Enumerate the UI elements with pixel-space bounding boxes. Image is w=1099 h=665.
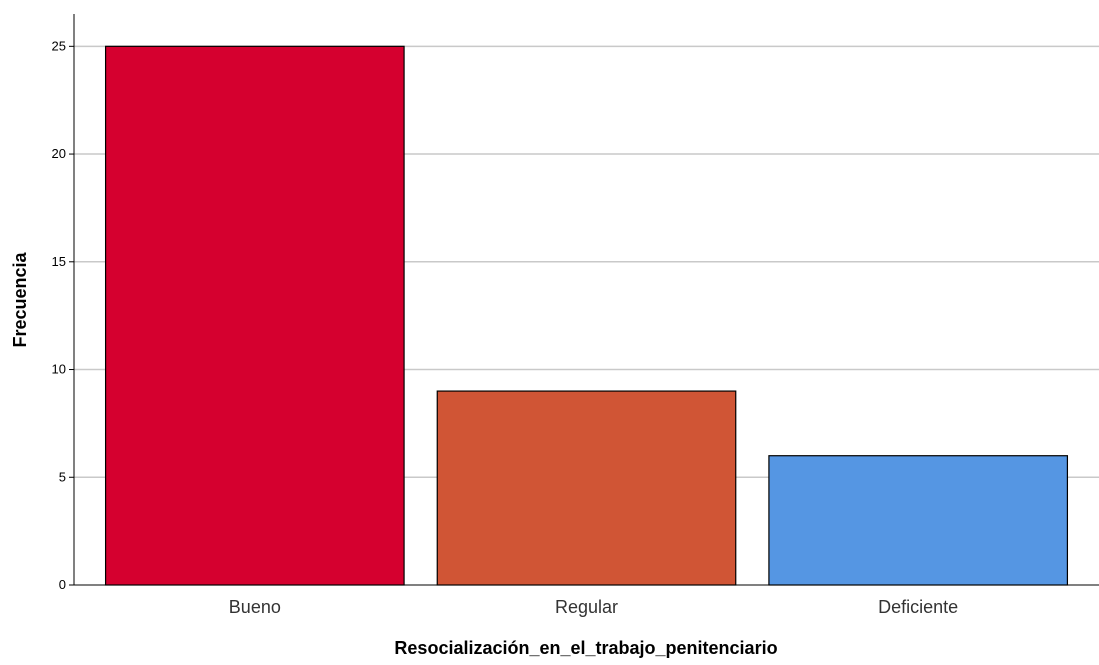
y-tick-label: 20 bbox=[52, 146, 66, 161]
bar-deficiente bbox=[768, 455, 1069, 586]
axes bbox=[73, 14, 1099, 586]
bar-regular bbox=[436, 390, 737, 586]
y-tick-label: 0 bbox=[59, 577, 66, 592]
y-tick-label: 25 bbox=[52, 38, 66, 53]
x-tick-labels: Bueno Regular Deficiente bbox=[229, 597, 958, 617]
bar-bueno bbox=[104, 45, 405, 586]
bars bbox=[104, 45, 1069, 586]
y-tick-labels: 0 5 10 15 20 25 bbox=[52, 38, 74, 592]
y-tick-label: 15 bbox=[52, 254, 66, 269]
x-tick-label: Deficiente bbox=[878, 597, 958, 617]
x-tick-label: Bueno bbox=[229, 597, 281, 617]
x-axis-title: Resocialización_en_el_trabajo_penitencia… bbox=[394, 638, 777, 658]
y-tick-label: 10 bbox=[52, 362, 66, 377]
x-tick-label: Regular bbox=[555, 597, 618, 617]
y-axis-title: Frecuencia bbox=[10, 251, 30, 347]
y-tick-label: 5 bbox=[59, 469, 66, 484]
